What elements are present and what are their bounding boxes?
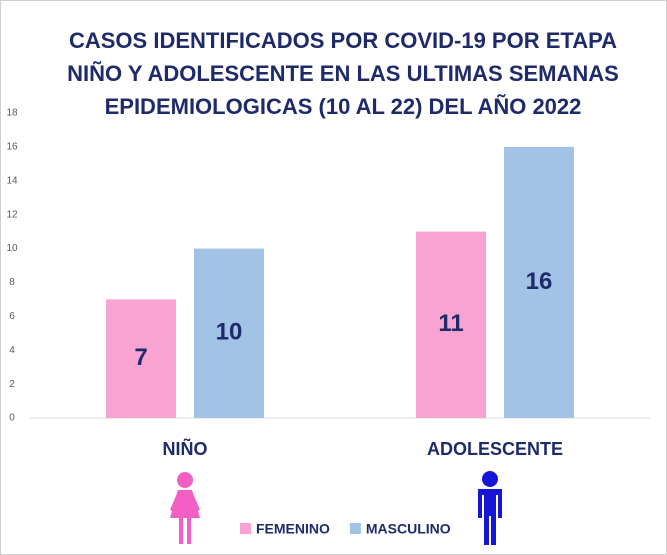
bar: [504, 146, 574, 418]
y-tick-label: 16: [6, 142, 18, 153]
y-tick-label: 18: [6, 108, 18, 119]
y-tick-label: 2: [9, 379, 15, 390]
chart-title: CASOS IDENTIFICADOS POR COVID-19 POR ETA…: [69, 28, 617, 53]
legend-swatch: [349, 523, 361, 534]
male-icon: [478, 471, 502, 545]
bar: [106, 299, 176, 418]
y-tick-label: 4: [9, 345, 15, 356]
value-label: 7: [134, 344, 147, 371]
y-tick-label: 14: [6, 175, 18, 186]
y-tick-label: 0: [9, 413, 15, 424]
chart-title: NIÑO Y ADOLESCENTE EN LAS ULTIMAS SEMANA…: [67, 61, 619, 86]
female-icon: [170, 472, 200, 544]
legend-label: FEMENINO: [256, 521, 330, 537]
legend-label: MASCULINO: [366, 521, 451, 537]
y-tick-label: 6: [9, 311, 15, 322]
y-tick-label: 10: [6, 243, 18, 254]
bar: [416, 231, 486, 418]
y-tick-label: 12: [6, 209, 18, 220]
value-label: 11: [438, 310, 463, 337]
x-tick-label: NIÑO: [163, 438, 208, 459]
value-label: 10: [216, 319, 243, 346]
bar: [194, 248, 264, 418]
value-label: 16: [526, 268, 553, 295]
y-tick-label: 8: [9, 277, 15, 288]
x-tick-label: ADOLESCENTE: [427, 439, 563, 459]
legend-swatch: [240, 523, 251, 534]
chart-title: EPIDEMIOLOGICAS (10 AL 22) DEL AÑO 2022: [105, 94, 582, 119]
